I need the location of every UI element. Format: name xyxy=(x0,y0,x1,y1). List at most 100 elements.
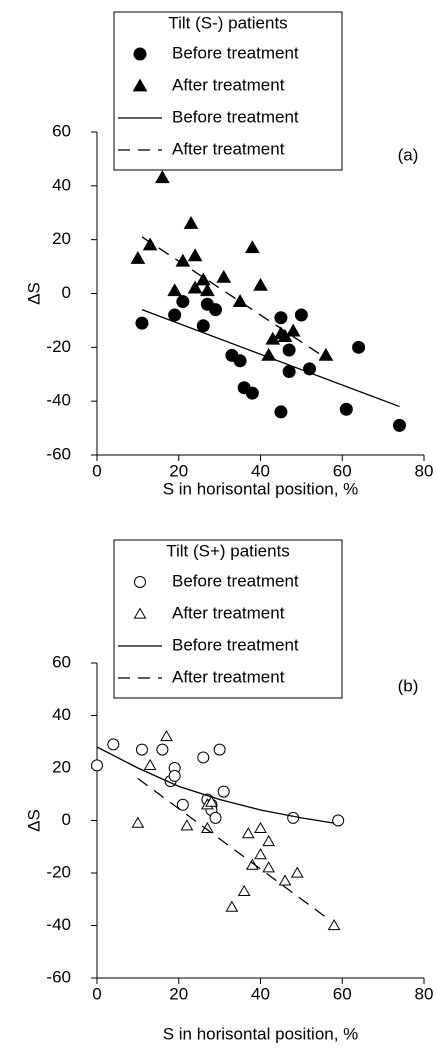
point xyxy=(285,323,301,337)
point xyxy=(135,316,149,330)
legend-label: After treatment xyxy=(172,603,285,622)
y-tick-label: 40 xyxy=(52,705,71,724)
fit-line xyxy=(141,309,400,408)
x-tick-label: 60 xyxy=(333,461,352,480)
point xyxy=(339,402,353,416)
legend-label: Before treatment xyxy=(172,635,299,654)
legend-symbol xyxy=(133,47,147,61)
point xyxy=(262,834,276,847)
y-tick-label: 20 xyxy=(52,757,71,776)
point xyxy=(155,170,170,184)
y-tick-label: -60 xyxy=(46,967,71,986)
x-tick-label: 20 xyxy=(169,461,188,480)
point xyxy=(183,216,199,229)
point xyxy=(278,874,292,886)
y-tick-label: 40 xyxy=(52,175,71,194)
point xyxy=(290,866,304,878)
point xyxy=(180,819,194,831)
fit-line xyxy=(141,236,327,359)
point xyxy=(205,795,218,807)
point xyxy=(254,821,267,833)
point xyxy=(244,240,260,254)
point xyxy=(282,365,296,379)
point xyxy=(216,269,232,283)
y-tick-label: 60 xyxy=(52,121,71,140)
point xyxy=(237,884,251,896)
point xyxy=(91,759,103,772)
fit-line xyxy=(137,777,331,921)
point xyxy=(318,347,334,361)
legend-label: Before treatment xyxy=(172,43,299,62)
point xyxy=(168,308,182,322)
y-tick-label: 0 xyxy=(62,283,71,302)
x-tick-label: 40 xyxy=(251,461,270,480)
y-tick-label: -20 xyxy=(46,337,71,356)
x-tick-label: 0 xyxy=(92,461,101,480)
y-tick-label: 60 xyxy=(52,652,71,671)
point xyxy=(143,758,157,770)
point xyxy=(245,386,259,400)
y-tick-label: -40 xyxy=(46,915,71,934)
legend-label: Before treatment xyxy=(172,107,299,126)
y-tick-label: -20 xyxy=(46,862,71,881)
point xyxy=(217,785,230,798)
point xyxy=(352,340,366,354)
y-axis-label: ΔS xyxy=(24,282,43,305)
point xyxy=(176,295,190,309)
point xyxy=(142,237,158,251)
x-tick-label: 20 xyxy=(169,984,188,1003)
y-tick-label: -60 xyxy=(46,444,71,463)
point xyxy=(392,418,406,432)
x-tick-label: 80 xyxy=(415,984,434,1003)
point xyxy=(287,811,300,824)
x-tick-label: 40 xyxy=(251,984,270,1003)
point xyxy=(209,303,223,317)
point xyxy=(327,918,341,931)
point xyxy=(176,798,189,811)
point xyxy=(241,827,255,839)
point xyxy=(196,319,210,333)
point xyxy=(156,743,169,756)
point xyxy=(274,405,288,419)
point xyxy=(195,272,211,286)
legend-symbol xyxy=(132,78,148,92)
legend-box xyxy=(113,11,343,171)
legend-label: After treatment xyxy=(172,139,285,158)
point xyxy=(233,354,247,368)
point xyxy=(200,283,215,297)
x-axis-label: S in horisontal position, % xyxy=(163,1024,359,1043)
point xyxy=(175,253,191,267)
point xyxy=(225,900,239,912)
point xyxy=(160,729,173,742)
x-tick-label: 80 xyxy=(415,461,434,480)
point xyxy=(213,743,226,756)
x-axis-label: S in horisontal position, % xyxy=(163,479,359,498)
legend-label: After treatment xyxy=(172,667,285,686)
y-tick-label: 0 xyxy=(62,810,71,829)
point xyxy=(197,751,210,764)
point xyxy=(135,743,148,756)
point xyxy=(261,347,277,361)
point xyxy=(245,858,259,870)
x-tick-label: 0 xyxy=(92,984,101,1003)
y-tick-label: 20 xyxy=(52,229,71,248)
point xyxy=(131,816,145,828)
y-tick-label: -40 xyxy=(46,391,71,410)
fit-line xyxy=(96,746,335,824)
point xyxy=(262,861,276,873)
point xyxy=(332,814,345,827)
legend-symbol xyxy=(134,576,146,588)
legend-box xyxy=(113,539,343,699)
point xyxy=(167,283,183,297)
point xyxy=(168,769,181,782)
panel-label: (a) xyxy=(398,145,419,164)
point xyxy=(274,311,288,325)
legend-symbol xyxy=(133,607,147,619)
legend-label: Before treatment xyxy=(172,571,299,590)
legend-title: Tilt (S+) patients xyxy=(166,541,290,560)
panel-label: (b) xyxy=(398,676,419,695)
legend-label: After treatment xyxy=(172,75,285,94)
legend-title: Tilt (S-) patients xyxy=(168,13,287,32)
